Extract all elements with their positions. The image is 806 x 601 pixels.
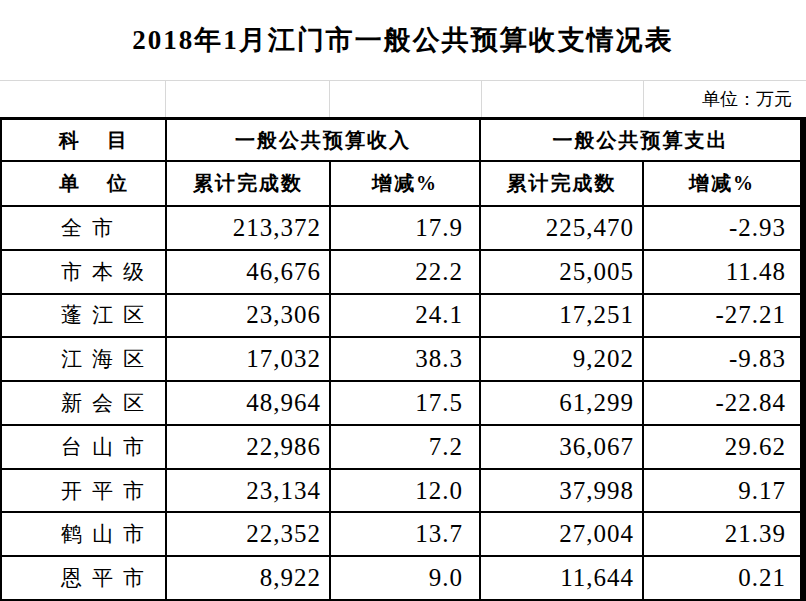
income-change-value: 13.7 — [331, 513, 479, 555]
income-change-value: 24.1 — [331, 295, 479, 337]
header-expenditure-cumulative: 累计完成数 — [481, 162, 642, 205]
gridline — [643, 81, 644, 117]
unit-note-row: 单位：万元 — [0, 80, 806, 117]
gridline — [165, 81, 166, 117]
title-block: 2018年1月江门市一般公共预算收支情况表 — [0, 0, 806, 80]
income-change-value: 7.2 — [331, 426, 479, 468]
income-value: 8,922 — [167, 557, 329, 599]
expenditure-change-value: 9.17 — [644, 470, 800, 512]
page-title: 2018年1月江门市一般公共预算收支情况表 — [132, 22, 674, 58]
expenditure-change-value: 21.39 — [644, 513, 800, 555]
row-label: 蓬江区 — [2, 295, 165, 337]
income-value: 23,134 — [167, 470, 329, 512]
expenditure-change-value: 29.62 — [644, 426, 800, 468]
header-income-cumulative: 累计完成数 — [167, 162, 329, 205]
row-label: 全市 — [2, 207, 165, 249]
expenditure-value: 61,299 — [481, 382, 642, 424]
row-label: 市本级 — [2, 251, 165, 293]
income-change-value: 9.0 — [331, 557, 479, 599]
row-label: 鹤山市 — [2, 513, 165, 555]
budget-report-sheet: 2018年1月江门市一般公共预算收支情况表 单位：万元 科目 一般公共预算收入 … — [0, 0, 806, 601]
gridline — [329, 81, 330, 117]
expenditure-change-value: 11.48 — [644, 251, 800, 293]
row-label: 开平市 — [2, 470, 165, 512]
income-value: 48,964 — [167, 382, 329, 424]
expenditure-value: 36,067 — [481, 426, 642, 468]
expenditure-value: 17,251 — [481, 295, 642, 337]
header-income-group: 一般公共预算收入 — [167, 120, 479, 160]
expenditure-change-value: -22.84 — [644, 382, 800, 424]
header-subject: 科目 — [2, 120, 165, 160]
income-value: 17,032 — [167, 338, 329, 380]
expenditure-change-value: -2.93 — [644, 207, 800, 249]
header-expenditure-group: 一般公共预算支出 — [481, 120, 800, 160]
income-value: 22,352 — [167, 513, 329, 555]
expenditure-change-value: -9.83 — [644, 338, 800, 380]
header-income-change: 增减% — [331, 162, 479, 205]
income-change-value: 38.3 — [331, 338, 479, 380]
row-label: 江海区 — [2, 338, 165, 380]
expenditure-value: 25,005 — [481, 251, 642, 293]
expenditure-value: 11,644 — [481, 557, 642, 599]
income-value: 22,986 — [167, 426, 329, 468]
row-label: 新会区 — [2, 382, 165, 424]
header-unit: 单位 — [2, 162, 165, 205]
income-value: 46,676 — [167, 251, 329, 293]
income-change-value: 22.2 — [331, 251, 479, 293]
expenditure-change-value: -27.21 — [644, 295, 800, 337]
gridline — [481, 81, 482, 117]
unit-note: 单位：万元 — [702, 81, 792, 118]
expenditure-value: 27,004 — [481, 513, 642, 555]
row-label: 恩平市 — [2, 557, 165, 599]
income-value: 213,372 — [167, 207, 329, 249]
expenditure-value: 9,202 — [481, 338, 642, 380]
income-change-value: 17.9 — [331, 207, 479, 249]
row-label: 台山市 — [2, 426, 165, 468]
expenditure-value: 225,470 — [481, 207, 642, 249]
income-change-value: 12.0 — [331, 470, 479, 512]
income-value: 23,306 — [167, 295, 329, 337]
income-change-value: 17.5 — [331, 382, 479, 424]
expenditure-value: 37,998 — [481, 470, 642, 512]
header-expenditure-change: 增减% — [644, 162, 800, 205]
expenditure-change-value: 0.21 — [644, 557, 800, 599]
budget-table: 科目 一般公共预算收入 一般公共预算支出 单位 累计完成数 增减% 累计完成数 … — [0, 117, 806, 601]
